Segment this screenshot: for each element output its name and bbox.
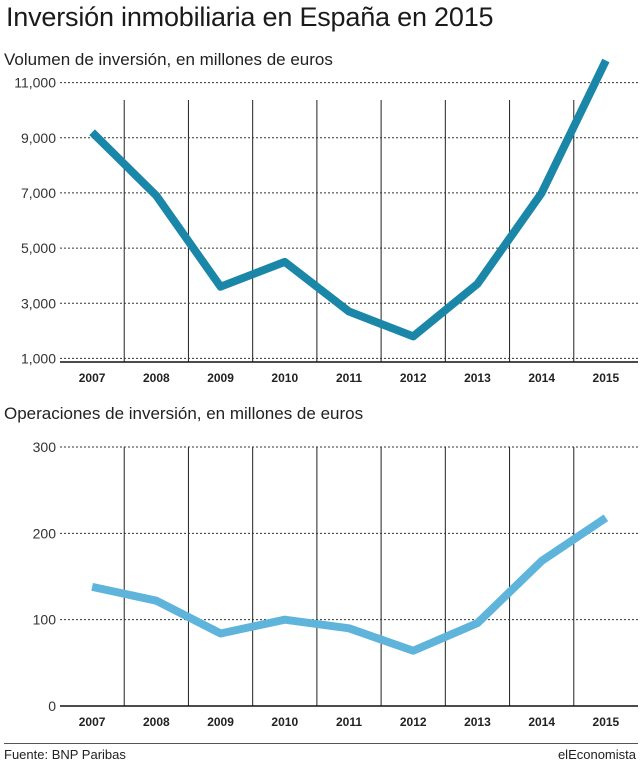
chart2-data-point [283, 618, 287, 622]
chart2-x-tick-label: 2011 [336, 715, 362, 729]
chart1-x-tick-label: 2007 [79, 371, 106, 385]
chart1-x-tick-label: 2013 [464, 371, 491, 385]
chart1-subtitle: Volumen de inversión, en millones de eur… [4, 50, 333, 69]
chart2-data-point [604, 516, 608, 520]
chart1-series-line [89, 58, 610, 341]
chart2-x-tick-label: 2007 [79, 715, 106, 729]
chart2-y-tick-label: 100 [33, 612, 57, 628]
chart1-x-tick-label: 2015 [593, 371, 620, 385]
chart2-series-line [91, 514, 609, 655]
chart2-data-point [219, 631, 223, 635]
source-note: Fuente: BNP Paribas [4, 747, 126, 762]
chart1-y-tick-label: 5,000 [21, 240, 56, 256]
chart2-x-tick-label: 2012 [400, 715, 427, 729]
chart1-x-tick-label: 2014 [528, 371, 555, 385]
chart2-data-point [154, 599, 158, 603]
chart2-x-tick-label: 2013 [464, 715, 491, 729]
chart1-y-tick-label: 7,000 [21, 185, 56, 201]
chart2-data-point [347, 626, 351, 630]
chart2-data-point [411, 649, 415, 653]
chart2-x-tick-label: 2010 [271, 715, 298, 729]
chart2-x-tick-label: 2014 [528, 715, 555, 729]
chart1-x-tick-label: 2011 [336, 371, 362, 385]
chart2-data-point [90, 585, 94, 589]
chart-investment-operations: 0 100 200 300 2007 2008 2009 2010 2011 2012 2013 20… [33, 439, 638, 729]
chart1-x-tick-label: 2010 [271, 371, 298, 385]
chart2-y-tick-label: 300 [33, 439, 57, 455]
chart1-x-tick-label: 2012 [400, 371, 427, 385]
chart1-y-tick-label: 1,000 [21, 350, 56, 366]
chart2-subtitle: Operaciones de inversión, en millones de… [4, 404, 364, 423]
chart2-data-point [475, 621, 479, 625]
chart1-y-tick-label: 3,000 [21, 295, 56, 311]
chart2-x-tick-label: 2009 [207, 715, 234, 729]
chart1-x-tick-label: 2008 [143, 371, 170, 385]
chart2-y-tick-label: 200 [33, 525, 57, 541]
chart1-y-tick-label: 11,000 [14, 75, 56, 91]
chart-investment-volume: 1,000 3,000 5,000 7,000 9,000 11,000 2007 2008 2… [14, 58, 638, 385]
footer-divider [4, 743, 638, 744]
chart2-x-tick-label: 2008 [143, 715, 170, 729]
chart2-x-tick-label: 2015 [593, 715, 620, 729]
chart-title: Inversión inmobiliaria en España en 2015 [6, 2, 494, 32]
chart1-x-tick-label: 2009 [207, 371, 234, 385]
brand-logo: elEconomista [557, 747, 636, 762]
chart2-y-tick-label: 0 [48, 698, 56, 714]
chart1-y-tick-label: 9,000 [21, 130, 56, 146]
chart2-data-point [540, 559, 544, 563]
